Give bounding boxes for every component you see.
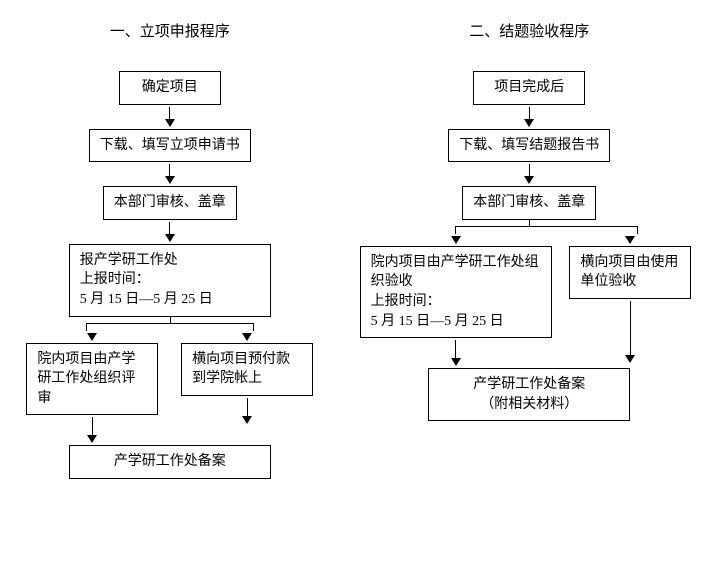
- arrow: [165, 164, 175, 184]
- arrow: [451, 340, 461, 366]
- arrow: [242, 398, 252, 424]
- right-node-4a: 院内项目由产学研工作处组织验收 上报时间： 5 月 15 日—5 月 25 日: [360, 246, 552, 338]
- left-title: 一、立项申报程序: [110, 20, 230, 41]
- arrow: [242, 333, 252, 341]
- left-node-5b: 横向项目预付款到学院帐上: [181, 343, 313, 396]
- flowchart-container: 一、立项申报程序 确定项目 下载、填写立项申请书 本部门审核、盖章 报产学研工作…: [20, 20, 699, 479]
- left-flow: 一、立项申报程序 确定项目 下载、填写立项申请书 本部门审核、盖章 报产学研工作…: [20, 20, 320, 479]
- left-node-3: 本部门审核、盖章: [103, 186, 237, 220]
- split-connector: [360, 220, 699, 234]
- arrow: [451, 236, 461, 244]
- left-node-1: 确定项目: [119, 71, 221, 105]
- right-node-4b: 横向项目由使用单位验收: [569, 246, 691, 299]
- arrow: [625, 301, 635, 363]
- arrow: [524, 107, 534, 127]
- arrow: [87, 417, 97, 443]
- left-node-4: 报产学研工作处 上报时间： 5 月 15 日—5 月 25 日: [69, 244, 271, 317]
- left-node-6: 产学研工作处备案: [69, 445, 271, 479]
- arrow: [165, 222, 175, 242]
- left-node-5a: 院内项目由产学研工作处组织评审: [26, 343, 158, 416]
- right-node-2: 下载、填写结题报告书: [448, 129, 610, 163]
- right-node-5: 产学研工作处备案 （附相关材料）: [428, 368, 630, 421]
- right-title: 二、结题验收程序: [469, 20, 589, 41]
- arrow: [165, 107, 175, 127]
- right-node-1: 项目完成后: [473, 71, 585, 105]
- right-flow: 二、结题验收程序 项目完成后 下载、填写结题报告书 本部门审核、盖章 院内项目由…: [360, 20, 699, 479]
- arrow: [625, 236, 635, 244]
- left-split: 院内项目由产学研工作处组织评审 横向项目预付款到学院帐上: [20, 331, 320, 446]
- arrow: [87, 333, 97, 341]
- arrow: [524, 164, 534, 184]
- split-connector: [20, 317, 320, 331]
- left-node-2: 下载、填写立项申请书: [89, 129, 251, 163]
- right-node-3: 本部门审核、盖章: [462, 186, 596, 220]
- right-split: 院内项目由产学研工作处组织验收 上报时间： 5 月 15 日—5 月 25 日 …: [360, 234, 699, 368]
